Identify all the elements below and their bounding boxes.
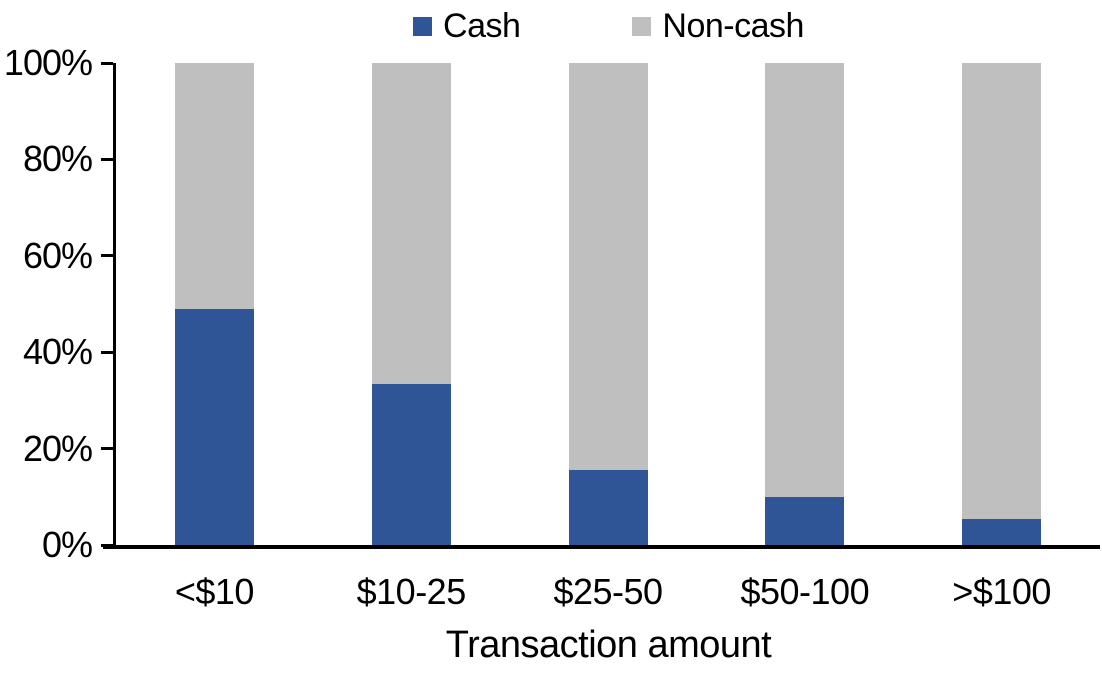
bar-segment-non-cash	[962, 63, 1042, 519]
non-cash-swatch-icon	[632, 17, 652, 37]
y-tick-label: 40%	[22, 331, 93, 373]
bar-segment-cash	[765, 496, 845, 545]
y-axis-tick	[101, 447, 113, 451]
legend-item-non-cash: Non-cash	[632, 7, 804, 45]
bar-segment-non-cash	[174, 63, 254, 309]
bar-segment-cash	[568, 470, 648, 545]
y-axis-tick	[101, 254, 113, 258]
x-axis-line	[103, 545, 1100, 549]
legend-label-non-cash: Non-cash	[662, 7, 804, 45]
x-axis-title: Transaction amount	[445, 624, 772, 666]
x-tick-label: >$100	[952, 571, 1051, 612]
y-tick-label: 20%	[22, 427, 93, 469]
y-tick-label: 80%	[22, 138, 93, 180]
y-tick-label: 0%	[41, 524, 93, 565]
legend: Cash Non-cash	[115, 7, 1102, 45]
cash-swatch-icon	[413, 17, 433, 37]
bar-segment-cash	[371, 383, 451, 545]
bar-segment-non-cash	[568, 63, 648, 471]
y-axis-tick	[101, 543, 113, 547]
plot-area: 0% 20% 40% 60% 80% 100% <$10 $10-25 $25-50 $50-10…	[4, 42, 1100, 612]
bar-segment-cash	[174, 308, 254, 545]
y-axis-tick	[101, 61, 113, 65]
y-tick-label: 100%	[3, 42, 93, 83]
bar-segment-cash	[962, 518, 1042, 545]
legend-label-cash: Cash	[443, 7, 521, 45]
bar-segment-non-cash	[371, 63, 451, 384]
y-axis-tick	[101, 157, 113, 161]
legend-item-cash: Cash	[413, 7, 521, 45]
y-tick-label: 60%	[22, 234, 93, 276]
x-tick-label: <$10	[174, 571, 255, 612]
x-tick-label: $25-50	[553, 571, 663, 612]
x-tick-label: $50-100	[740, 571, 870, 612]
y-axis-tick	[101, 350, 113, 354]
x-tick-label: $10-25	[356, 571, 467, 612]
bar-segment-non-cash	[765, 63, 845, 497]
